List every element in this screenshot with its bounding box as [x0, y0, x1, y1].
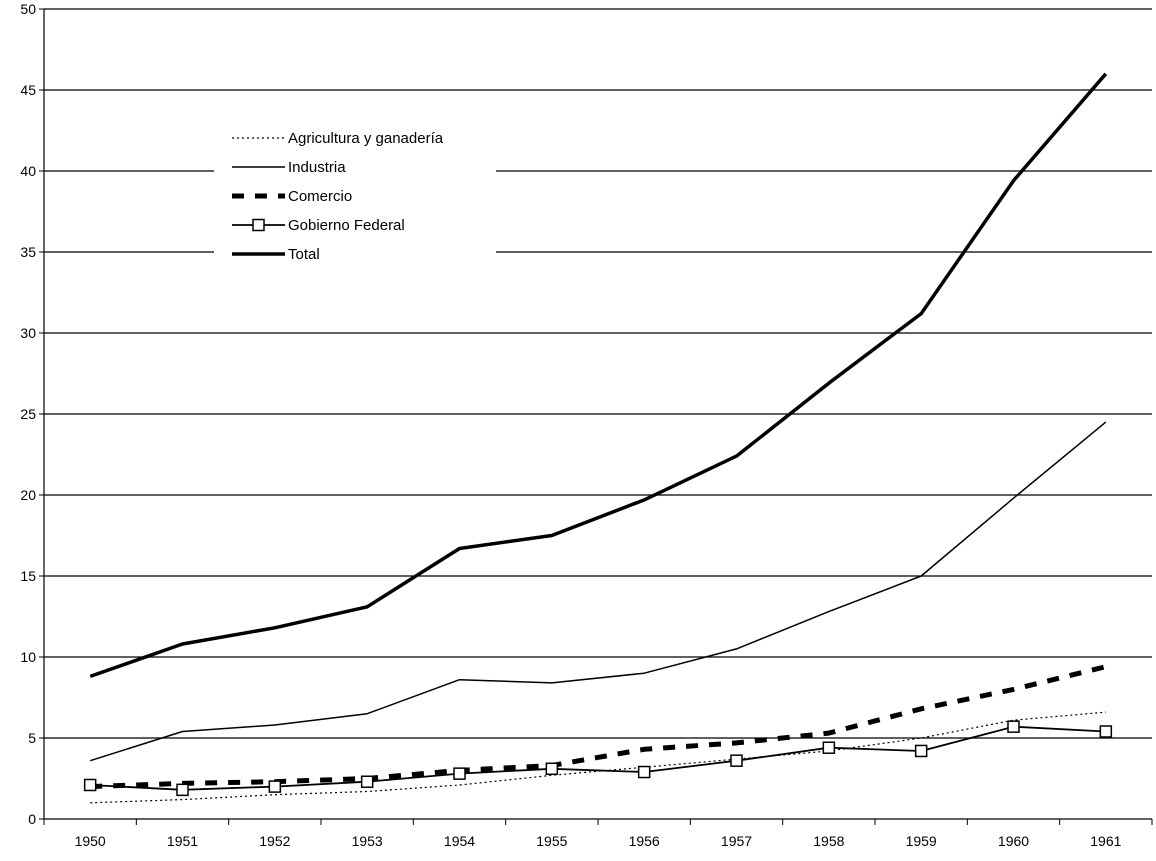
legend-marker: [252, 218, 265, 232]
x-tick-label: 1961: [1090, 833, 1121, 849]
legend-item: Total: [232, 246, 320, 263]
y-tick-label: 50: [20, 1, 36, 17]
y-tick-label: 10: [20, 649, 36, 665]
y-tick-label: 30: [20, 325, 36, 341]
data-point: [83, 778, 97, 792]
y-tick-label: 35: [20, 244, 36, 260]
y-tick-label: 5: [28, 730, 36, 746]
x-tick-label: 1960: [998, 833, 1029, 849]
series-line-total: [89, 72, 1108, 679]
y-tick-label: 45: [20, 82, 36, 98]
series-line-comercio: [90, 664, 1107, 790]
x-tick-label: 1958: [813, 833, 844, 849]
series-total: [89, 72, 1108, 679]
data-point: [637, 765, 651, 779]
y-tick-label: 40: [20, 163, 36, 179]
y-tick-label: 20: [20, 487, 36, 503]
series-line-industria: [89, 421, 1107, 762]
legend-label: Total: [288, 246, 320, 263]
legend-label: Comercio: [288, 188, 352, 205]
legend-item: Agricultura y ganadería: [232, 130, 444, 147]
legend-item: Industria: [232, 159, 346, 176]
legend-label: Agricultura y ganadería: [288, 130, 444, 147]
series-gobierno-federal: [83, 720, 1113, 797]
x-tick-label: 1951: [167, 833, 198, 849]
legend-label: Gobierno Federal: [288, 217, 405, 234]
series-line-gobierno-federal: [90, 725, 1106, 791]
x-tick-label: 1954: [444, 833, 475, 849]
data-point: [1099, 725, 1113, 738]
data-point: [730, 754, 743, 767]
y-tick-label: 25: [20, 406, 36, 422]
data-point: [453, 767, 466, 780]
data-point: [176, 783, 189, 797]
x-tick-label: 1959: [906, 833, 937, 849]
x-tick-label: 1952: [259, 833, 290, 849]
gridlines: [44, 8, 1152, 739]
legend-background: [214, 120, 496, 264]
y-tick-label: 0: [28, 811, 36, 827]
data-point: [360, 775, 374, 788]
legend-label: Industria: [288, 159, 346, 176]
data-point: [268, 780, 282, 793]
y-axis-ticks: 0 5 10 15 20 25 30 35 40 45 50: [20, 1, 44, 827]
x-tick-label: 1956: [629, 833, 660, 849]
x-tick-label: 1950: [75, 833, 106, 849]
data-point: [914, 744, 928, 758]
series-comercio: [90, 664, 1107, 790]
x-axis-ticks: 1950 1951 1952 1953 1954 1955 1956 1957 1958 1959…: [43, 819, 1153, 849]
legend-item: Comercio: [232, 188, 352, 205]
data-point: [545, 762, 559, 776]
axes: [43, 9, 1152, 820]
legend-item: Gobierno Federal: [232, 217, 405, 234]
data-point: [822, 741, 836, 754]
y-tick-label: 15: [20, 568, 36, 584]
x-tick-label: 1955: [536, 833, 567, 849]
x-tick-label: 1953: [352, 833, 383, 849]
x-tick-label: 1957: [721, 833, 752, 849]
series-layer: [83, 72, 1113, 804]
series-industria: [89, 421, 1107, 762]
legend: Agricultura y ganadería Industria Comercio…: [214, 120, 496, 264]
data-point: [1007, 720, 1020, 733]
